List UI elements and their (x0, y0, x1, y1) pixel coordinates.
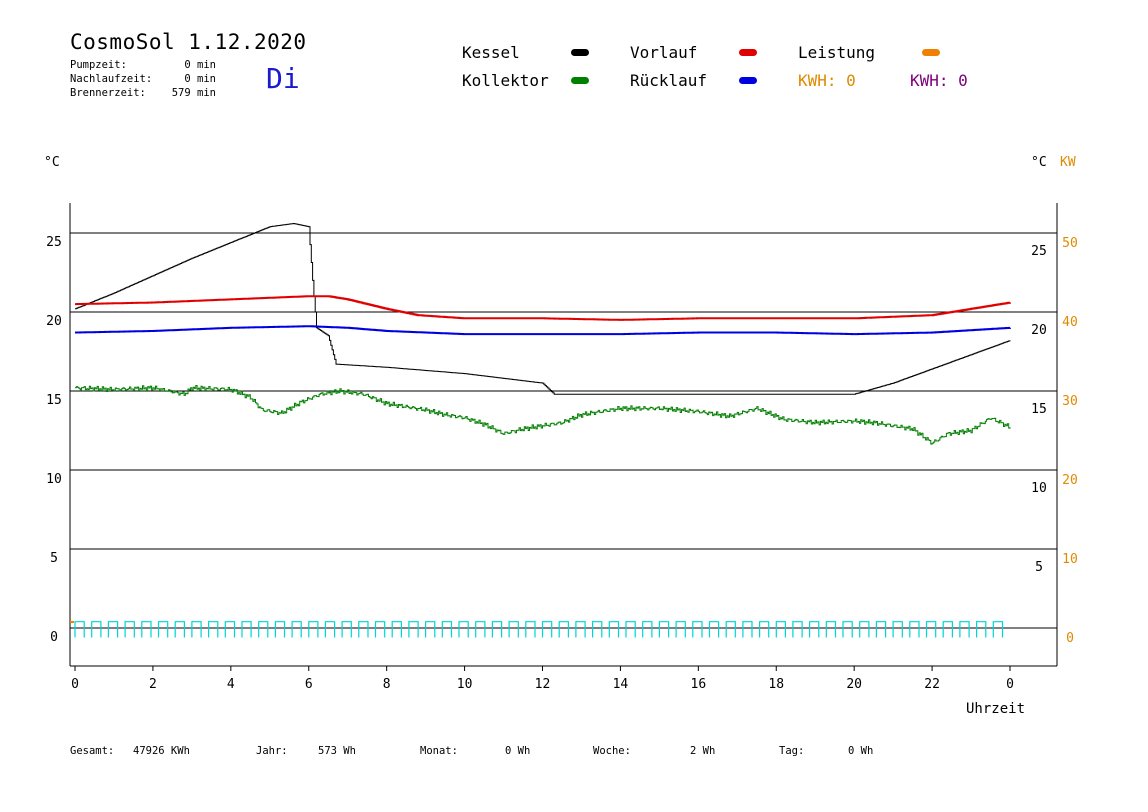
legend-swatch-ruecklauf (739, 77, 757, 84)
x-tick-label: 22 (924, 677, 940, 692)
left-axis-unit: °C (44, 155, 60, 170)
weekday-label: Di (266, 62, 300, 95)
x-tick-label: 0 (71, 677, 79, 692)
left-tick-label: 0 (50, 630, 58, 645)
right-tick-label-kw: 30 (1062, 394, 1078, 409)
stat-label-2: Brennerzeit: (70, 87, 146, 99)
right-tick-label-c: 25 (1031, 244, 1047, 259)
x-tick-label: 6 (305, 677, 313, 692)
footer-label-monat: Monat: (420, 745, 458, 757)
left-tick-label: 20 (46, 314, 62, 329)
footer-label-woche: Woche: (593, 745, 631, 757)
x-tick-label: 16 (691, 677, 707, 692)
x-tick-label: 8 (383, 677, 391, 692)
chart-title: CosmoSol 1.12.2020 (70, 30, 307, 54)
x-tick-label: 12 (535, 677, 551, 692)
stat-value-0: 0 min (184, 59, 216, 71)
right-tick-label-c: 10 (1031, 481, 1047, 496)
legend-swatch-leistung (922, 49, 940, 56)
right-axis-unit-kw: KW (1060, 155, 1076, 170)
left-tick-label: 5 (50, 551, 58, 566)
legend-label-kollektor: Kollektor (462, 71, 549, 90)
right-tick-label-kw: 40 (1062, 315, 1078, 330)
stat-label-1: Nachlaufzeit: (70, 73, 153, 85)
left-tick-label: 15 (46, 393, 62, 408)
series-line-kollektor (75, 385, 1011, 445)
legend-label-vorlauf: Vorlauf (630, 43, 698, 62)
stat-value-2: 579 min (171, 87, 216, 99)
x-axis-label: Uhrzeit (966, 701, 1026, 717)
pump-pulse-series (74, 621, 1004, 638)
legend-swatch-kessel (571, 49, 589, 56)
right-tick-label-c: 20 (1031, 323, 1047, 338)
left-tick-label: 10 (46, 472, 62, 487)
kwh-orange-label: KWH: 0 (798, 71, 856, 90)
right-axis-unit-c: °C (1031, 155, 1047, 170)
footer-value-jahr: 573 Wh (318, 745, 356, 757)
legend-swatch-vorlauf (739, 49, 757, 56)
right-tick-label-kw: 20 (1062, 473, 1078, 488)
x-tick-label: 10 (457, 677, 473, 692)
legend-swatch-kollektor (571, 77, 589, 84)
right-tick-label-kw: 50 (1062, 236, 1078, 251)
stat-value-1: 0 min (184, 73, 216, 85)
x-tick-label: 18 (768, 677, 784, 692)
x-tick-label: 4 (227, 677, 235, 692)
right-tick-label-kw: 10 (1062, 552, 1078, 567)
footer-label-tag: Tag: (779, 745, 805, 757)
x-tick-label: 2 (149, 677, 157, 692)
x-tick-label: 0 (1006, 677, 1014, 692)
legend-label-kessel: Kessel (462, 43, 520, 62)
footer-value-monat: 0 Wh (505, 745, 531, 757)
footer-value-tag: 0 Wh (848, 745, 874, 757)
footer-label-jahr: Jahr: (256, 745, 288, 757)
series-line-vorlauf (75, 295, 1011, 321)
kwh-purple-label: KWH: 0 (910, 71, 968, 90)
legend-label-leistung: Leistung (798, 43, 876, 62)
right-tick-label-kw: 0 (1066, 631, 1074, 646)
series-line-rücklauf (75, 325, 1011, 336)
footer-value-gesamt: 47926 KWh (133, 745, 190, 757)
footer-label-gesamt: Gesamt: (70, 745, 115, 757)
x-tick-label: 14 (613, 677, 629, 692)
stat-label-0: Pumpzeit: (70, 59, 127, 71)
x-tick-label: 20 (846, 677, 862, 692)
series-line-kessel (75, 223, 1011, 395)
right-tick-label-c: 15 (1031, 402, 1047, 417)
right-tick-label-c: 5 (1035, 560, 1043, 575)
footer-value-woche: 2 Wh (690, 745, 716, 757)
legend-label-ruecklauf: Rücklauf (630, 71, 708, 90)
left-tick-label: 25 (46, 235, 62, 250)
